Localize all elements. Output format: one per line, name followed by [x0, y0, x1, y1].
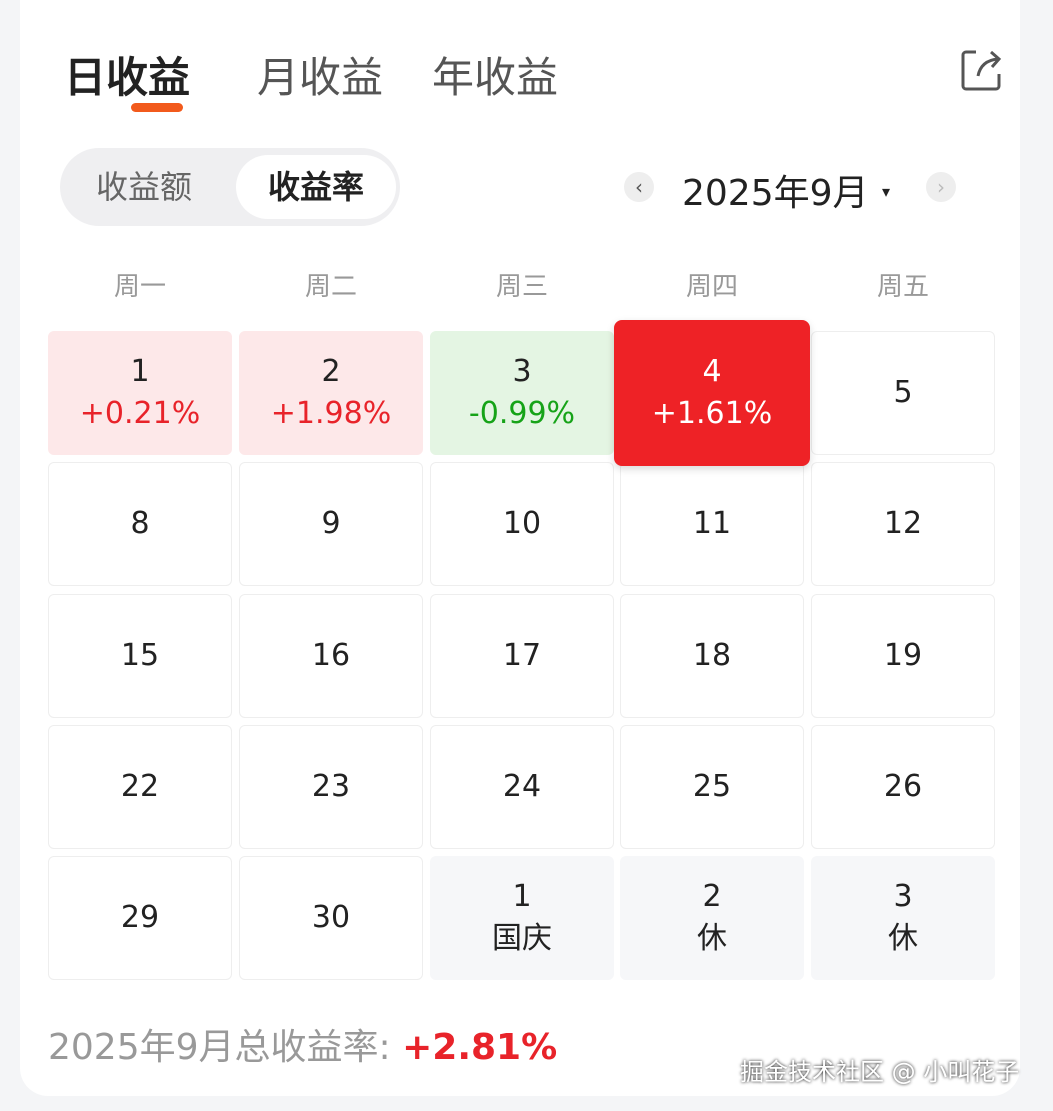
- prev-month-button[interactable]: ‹: [624, 172, 654, 202]
- tab-yearly[interactable]: 年收益: [432, 53, 559, 102]
- calendar-day[interactable]: 22: [48, 725, 232, 849]
- calendar-day[interactable]: 2 +1.98%: [239, 331, 423, 455]
- day-number: 5: [893, 375, 913, 410]
- next-month-button[interactable]: ›: [926, 172, 956, 202]
- calendar-day[interactable]: 24: [430, 725, 614, 849]
- calendar-day[interactable]: 16: [239, 594, 423, 718]
- metric-toggle: 收益额 收益率: [60, 148, 400, 226]
- day-number: 22: [120, 769, 160, 804]
- weekday-header: 周一: [113, 272, 166, 302]
- calendar-day[interactable]: 23: [239, 725, 423, 849]
- day-number: 18: [692, 638, 732, 673]
- day-rate: 休: [888, 921, 918, 956]
- watermark: 掘金技术社区 @ 小叫花子: [740, 1058, 1020, 1086]
- calendar-day[interactable]: 29: [48, 856, 232, 980]
- day-number: 17: [502, 638, 542, 673]
- share-icon[interactable]: [960, 48, 1002, 92]
- calendar-day[interactable]: 9: [239, 462, 423, 586]
- day-number: 3: [893, 879, 913, 914]
- calendar-day[interactable]: 1 +0.21%: [48, 331, 232, 455]
- earnings-card: 日收益 月收益 年收益 收益额 收益率 ‹ 2025年9月 ▾ › 周一 周二 周三…: [20, 0, 1020, 1096]
- total-value: +2.81%: [402, 1027, 558, 1068]
- day-rate: -0.99%: [468, 396, 576, 431]
- day-number: 26: [883, 769, 923, 804]
- day-number: 12: [883, 506, 923, 541]
- day-rate: 休: [697, 921, 727, 956]
- calendar-day[interactable]: 3 -0.99%: [430, 331, 614, 455]
- weekday-header: 周四: [685, 272, 738, 302]
- day-number: 9: [321, 506, 341, 541]
- day-number: 16: [311, 638, 351, 673]
- caret-down-icon[interactable]: ▾: [882, 182, 891, 201]
- calendar-day[interactable]: 11: [620, 462, 804, 586]
- day-number: 8: [130, 506, 150, 541]
- day-number: 2: [702, 879, 722, 914]
- month-total: 2025年9月总收益率: +2.81%: [48, 1018, 557, 1070]
- day-number: 1: [130, 354, 150, 389]
- day-number: 11: [692, 506, 732, 541]
- calendar-day[interactable]: 10: [430, 462, 614, 586]
- tab-monthly[interactable]: 月收益: [257, 53, 384, 102]
- calendar-day[interactable]: 26: [811, 725, 995, 849]
- day-number: 19: [883, 638, 923, 673]
- calendar-day[interactable]: 1 国庆: [430, 856, 614, 980]
- day-number: 25: [692, 769, 732, 804]
- day-rate: +1.98%: [270, 396, 392, 431]
- day-number: 23: [311, 769, 351, 804]
- calendar-day[interactable]: 15: [48, 594, 232, 718]
- day-number: 30: [311, 900, 351, 935]
- day-number: 1: [512, 879, 532, 914]
- calendar-day[interactable]: 8: [48, 462, 232, 586]
- weekday-header: 周五: [876, 272, 929, 302]
- toggle-rate[interactable]: 收益率: [236, 155, 396, 219]
- day-rate: +1.61%: [651, 396, 773, 431]
- calendar-day[interactable]: 17: [430, 594, 614, 718]
- day-number: 15: [120, 638, 160, 673]
- day-number: 4: [702, 354, 722, 389]
- calendar-day[interactable]: 19: [811, 594, 995, 718]
- day-number: 10: [502, 506, 542, 541]
- active-tab-indicator: [131, 103, 183, 112]
- day-number: 29: [120, 900, 160, 935]
- day-rate: 国庆: [492, 921, 552, 956]
- weekday-header: 周三: [495, 272, 548, 302]
- month-picker[interactable]: 2025年9月: [682, 173, 869, 214]
- total-label: 2025年9月总收益率:: [48, 1027, 403, 1068]
- calendar-day[interactable]: 18: [620, 594, 804, 718]
- weekday-header: 周二: [304, 272, 357, 302]
- calendar-day[interactable]: 30: [239, 856, 423, 980]
- day-number: 2: [321, 354, 341, 389]
- calendar-day[interactable]: 5: [811, 331, 995, 455]
- day-rate: +0.21%: [79, 396, 201, 431]
- day-number: 24: [502, 769, 542, 804]
- calendar-day[interactable]: 25: [620, 725, 804, 849]
- calendar-day[interactable]: 12: [811, 462, 995, 586]
- calendar-day[interactable]: 4 +1.61%: [614, 320, 810, 466]
- tab-daily[interactable]: 日收益: [64, 53, 191, 102]
- day-number: 3: [512, 354, 532, 389]
- toggle-amount[interactable]: 收益额: [95, 168, 192, 206]
